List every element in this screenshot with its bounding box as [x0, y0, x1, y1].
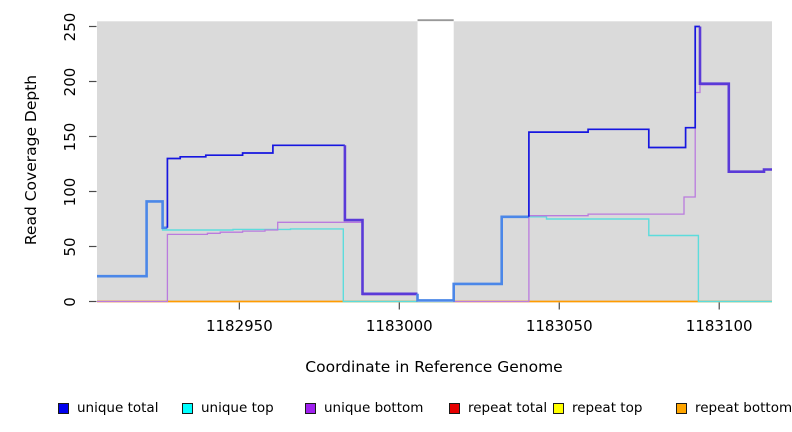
series-unique-total: [97, 200, 168, 278]
series-unique-total: [166, 144, 345, 228]
y-tick-label: 250: [61, 12, 79, 41]
legend-swatch: [553, 402, 564, 414]
y-tick-label: 50: [61, 236, 79, 257]
y-tick-label: 150: [61, 122, 79, 151]
legend-item-unique-top: unique top: [182, 400, 274, 416]
series-unique-total: [698, 26, 772, 173]
legend-swatch: [676, 402, 687, 414]
legend-swatch: [58, 402, 69, 414]
legend-label: unique total: [77, 400, 159, 416]
x-tick-label: 1183100: [685, 317, 753, 335]
no-data-gap: [417, 19, 454, 302]
series-unique-total: [416, 215, 529, 302]
series-unique-total: [528, 25, 700, 217]
x-tick-label: 1182950: [205, 317, 273, 335]
legend-item-repeat-total: repeat total: [449, 400, 547, 416]
legend-item-unique-total: unique total: [58, 400, 158, 416]
y-tick-label: 0: [61, 296, 79, 307]
legend-swatch: [182, 402, 193, 414]
legend-swatch: [305, 402, 316, 414]
x-tick-label: 1183050: [525, 317, 593, 335]
x-tick-label: 1183000: [365, 317, 433, 335]
legend-label: unique top: [201, 400, 274, 416]
x-axis-label: Coordinate in Reference Genome: [305, 358, 563, 376]
legend-item-unique-bottom: unique bottom: [305, 400, 423, 416]
y-tick-label: 100: [61, 177, 79, 206]
legend-label: repeat bottom: [695, 400, 792, 416]
y-tick-label: 200: [61, 67, 79, 96]
legend-label: repeat top: [572, 400, 643, 416]
y-axis-label: Read Coverage Depth: [22, 74, 40, 246]
legend-item-repeat-bottom: repeat bottom: [676, 400, 792, 416]
series-unique-total: [343, 145, 418, 296]
legend-label: unique bottom: [324, 400, 424, 416]
legend-label: repeat total: [468, 400, 548, 416]
legend-swatch: [449, 402, 460, 414]
legend-item-repeat-top: repeat top: [553, 400, 642, 416]
